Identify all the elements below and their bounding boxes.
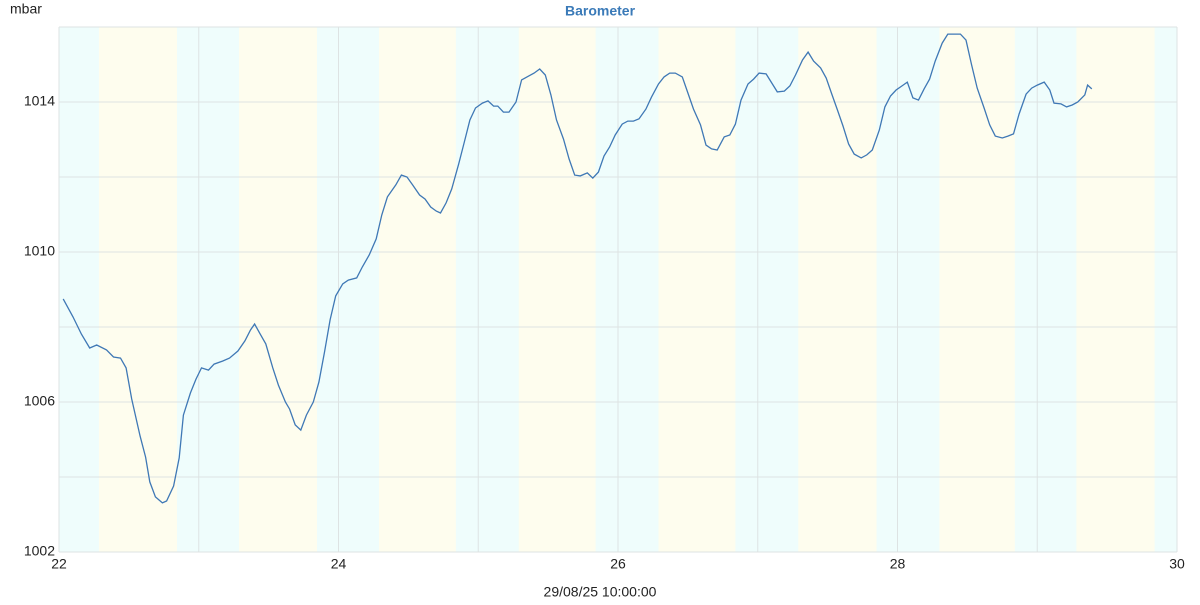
y-axis-label: mbar [10, 1, 42, 17]
pressure-line [62, 33, 1093, 504]
chart-title: Barometer [565, 3, 636, 19]
day-band [238, 27, 317, 552]
day-band [658, 27, 736, 552]
x-tick-label: 30 [1169, 556, 1185, 572]
y-tick-label: 1006 [24, 393, 55, 409]
y-tick-label: 1010 [24, 243, 55, 259]
x-tick-label: 22 [51, 556, 67, 572]
day-band [518, 27, 596, 552]
x-tick-label: 26 [610, 556, 626, 572]
day-band [1076, 27, 1155, 552]
x-axis-label: 29/08/25 10:00:00 [544, 584, 657, 600]
day-band [939, 27, 1015, 552]
day-band [379, 27, 456, 552]
day-band [798, 27, 877, 552]
y-tick-label: 1002 [24, 543, 55, 559]
x-tick-label: 28 [890, 556, 906, 572]
x-tick-label: 24 [331, 556, 347, 572]
day-band [98, 27, 177, 552]
y-tick-label: 1014 [24, 93, 55, 109]
